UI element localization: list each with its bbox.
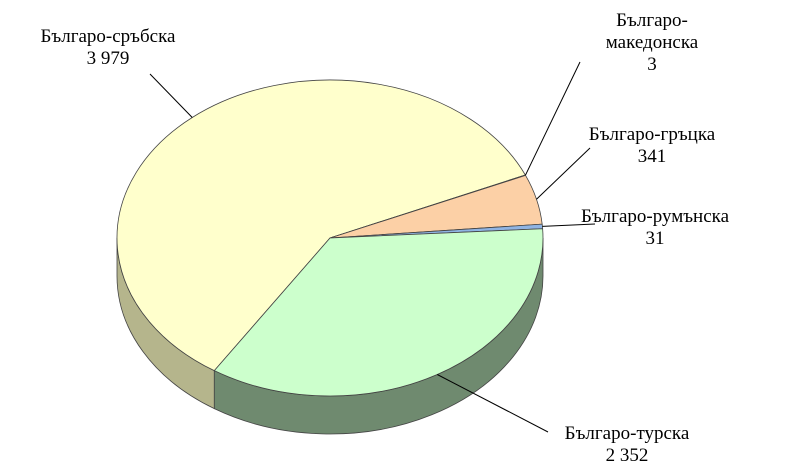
- slice-name-3: Българо-румънска: [581, 206, 730, 227]
- leader-line-0: [149, 73, 193, 118]
- slice-value-4: 2 352: [606, 445, 649, 466]
- pie-slice-0: [116, 79, 526, 372]
- slice-name-1: Българо-: [616, 10, 688, 31]
- pie-slice-4: [213, 228, 544, 397]
- slice-label-1: Българо-македонска 3: [606, 10, 699, 75]
- slice-name-1: македонска: [606, 32, 699, 53]
- leader-line-3: [542, 223, 596, 227]
- slice-label-4: Българо-турска 2 352: [565, 423, 690, 466]
- slice-value-0: 3 979: [87, 48, 130, 69]
- leader-line-4: [437, 374, 549, 433]
- slice-name-4: Българо-турска: [565, 423, 690, 444]
- slice-label-0: Българо-сръбска 3 979: [40, 26, 176, 69]
- slice-name-2: Българо-гръцка: [589, 124, 716, 145]
- leader-line-1: [525, 61, 581, 176]
- slice-label-3: Българо-румънска 31: [581, 206, 730, 249]
- slice-name-0: Българо-сръбска: [40, 26, 176, 47]
- slice-value-3: 31: [646, 228, 665, 249]
- slice-label-2: Българо-гръцка 341: [589, 124, 716, 167]
- leader-lines: [149, 61, 596, 433]
- pie-slices: [116, 79, 544, 397]
- slice-value-2: 341: [638, 146, 667, 167]
- slice-value-1: 3: [647, 54, 657, 75]
- leader-line-2: [536, 147, 591, 200]
